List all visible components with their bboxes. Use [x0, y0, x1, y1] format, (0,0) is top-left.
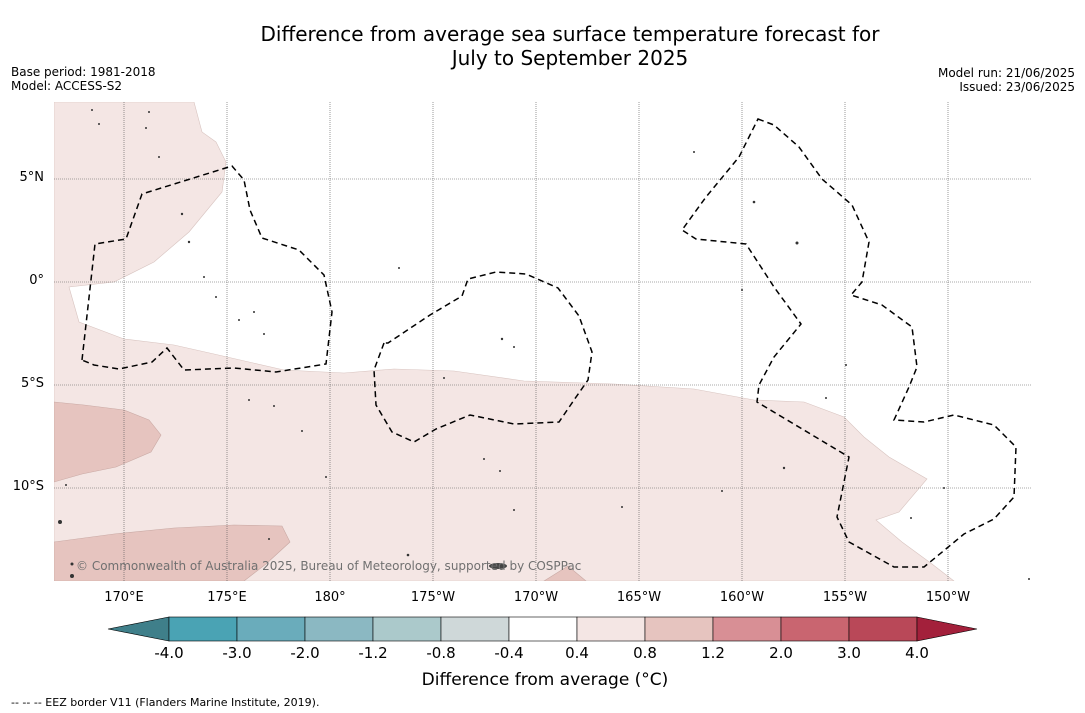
island-samoa — [489, 563, 507, 569]
lon-label-170e: 170°E — [104, 590, 144, 605]
anomaly-region-medium-southeast — [543, 565, 587, 581]
anomaly-region-medium-west — [54, 401, 162, 483]
lon-label-150w: 150°W — [925, 590, 971, 605]
colorbar — [107, 616, 978, 642]
colorbar-tick: -4.0 — [154, 644, 184, 662]
colorbar-cell — [508, 616, 578, 642]
colorbar-tick: 3.0 — [837, 644, 861, 662]
lat-label-0: 0° — [29, 273, 44, 288]
meta-left: Base period: 1981-2018 Model: ACCESS-S2 — [11, 65, 156, 93]
colorbar-tick: -0.8 — [426, 644, 456, 662]
colorbar-tick: -0.4 — [494, 644, 524, 662]
eez-kiribati-line — [680, 118, 1017, 568]
lon-label-165w: 165°W — [616, 590, 662, 605]
model-name: Model: ACCESS-S2 — [11, 79, 123, 93]
lon-label-170w: 170°W — [513, 590, 559, 605]
colorbar-tick: 0.4 — [565, 644, 589, 662]
anomaly-region-light — [54, 102, 955, 581]
eez-borders — [81, 118, 1017, 568]
copyright-notice: © Commonwealth of Australia 2025, Bureau… — [76, 559, 582, 573]
colorbar-cell — [168, 616, 238, 642]
colorbar-tick: 1.2 — [701, 644, 725, 662]
colorbar-tick: -2.0 — [290, 644, 320, 662]
map-area — [54, 102, 1032, 581]
meta-right: Model run: 21/06/2025 Issued: 23/06/2025 — [938, 66, 1075, 94]
colorbar-tick: 2.0 — [769, 644, 793, 662]
colorbar-cell — [576, 616, 646, 642]
lon-label-175w: 175°W — [410, 590, 456, 605]
model-run: Model run: 21/06/2025 — [937, 66, 1075, 80]
lat-label-10s: 10°S — [12, 479, 44, 494]
issued-date: Issued: 23/06/2025 — [959, 80, 1075, 94]
colorbar-cell — [440, 616, 510, 642]
lon-label-180: 180° — [314, 590, 346, 605]
eez-footnote: -- -- -- EEZ border V11 (Flanders Marine… — [11, 696, 320, 709]
eez-kiribati-phoenix — [373, 271, 593, 443]
colorbar-tick: -3.0 — [222, 644, 252, 662]
lat-label-5s: 5°S — [20, 376, 44, 391]
title-line-2: July to September 2025 — [451, 46, 689, 70]
eez-kiribati-gilbert — [81, 165, 333, 373]
colorbar-tick: 4.0 — [905, 644, 929, 662]
anomaly-region-medium-south — [54, 524, 291, 581]
map-title: Difference from average sea surface temp… — [120, 22, 1020, 70]
colorbar-cell — [780, 616, 850, 642]
colorbar-cell — [848, 616, 918, 642]
lon-label-175e: 175°E — [207, 590, 247, 605]
sst-anomaly-map — [54, 102, 1032, 581]
title-line-1: Difference from average sea surface temp… — [260, 22, 880, 46]
colorbar-cell — [304, 616, 374, 642]
colorbar-over-arrow — [916, 616, 978, 642]
lon-label-160w: 160°W — [719, 590, 765, 605]
base-period: Base period: 1981-2018 — [11, 65, 156, 79]
lat-label-5n: 5°N — [19, 170, 45, 185]
colorbar-cell — [372, 616, 442, 642]
colorbar-cell — [644, 616, 714, 642]
colorbar-tick: -1.2 — [358, 644, 388, 662]
lon-label-155w: 155°W — [822, 590, 868, 605]
colorbar-tick: 0.8 — [633, 644, 657, 662]
colorbar-cell — [236, 616, 306, 642]
colorbar-label: Difference from average (°C) — [421, 670, 669, 690]
colorbar-under-arrow — [107, 616, 170, 642]
colorbar-cell — [712, 616, 782, 642]
island-markers — [58, 109, 1030, 580]
